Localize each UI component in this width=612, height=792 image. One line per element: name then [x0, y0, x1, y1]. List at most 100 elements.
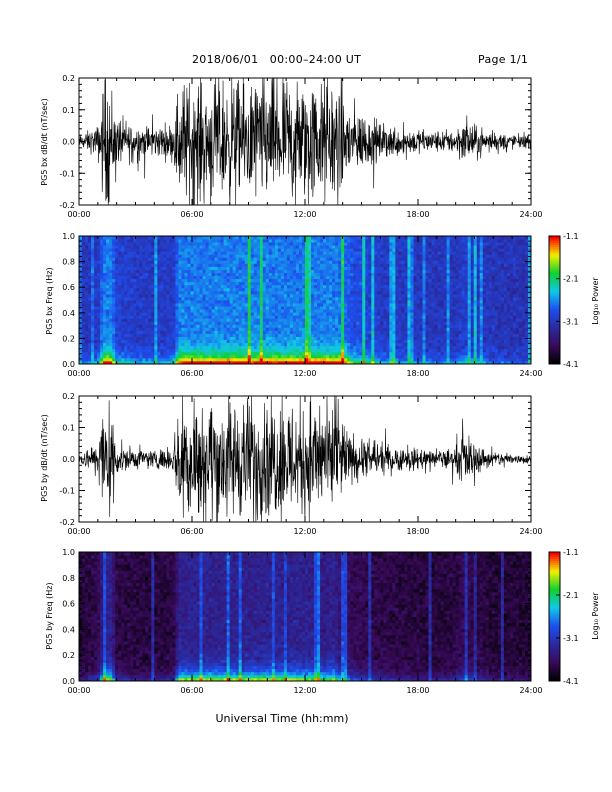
spectrogram-cell	[277, 324, 282, 328]
spectrogram-cell	[202, 309, 206, 313]
spectrogram-cell	[88, 348, 92, 353]
spectrogram-cell	[139, 290, 143, 295]
spectrogram-cell	[407, 236, 411, 240]
spectrogram-cell	[97, 309, 101, 313]
spectrogram-cell	[368, 327, 372, 331]
spectrogram-cell	[97, 290, 101, 295]
spectrogram-cell	[392, 236, 396, 240]
spectrogram-cell	[205, 300, 209, 304]
spectrogram-cell	[136, 260, 140, 264]
spectrogram-cell	[305, 254, 309, 258]
spectrogram-cell	[323, 333, 327, 337]
spectrogram-cell	[425, 257, 429, 261]
spectrogram-cell	[133, 318, 137, 322]
spectrogram-cell	[172, 345, 176, 350]
spectrogram-cell	[202, 303, 206, 307]
spectrogram-cell	[359, 342, 363, 347]
spectrogram-cell	[133, 360, 137, 365]
spectrogram-cell	[407, 342, 411, 347]
spectrogram-cell	[208, 260, 212, 264]
spectrogram-cell	[127, 360, 131, 365]
spectrogram-cell	[229, 318, 234, 322]
spectrogram-cell	[253, 254, 258, 258]
spectrogram-cell	[362, 315, 366, 319]
spectrogram-cell	[241, 351, 246, 356]
spectrogram-cell	[347, 300, 351, 304]
spectrogram-cell	[386, 336, 390, 341]
spectrogram-cell	[371, 303, 375, 307]
spectrogram-cell	[305, 318, 309, 322]
spectrogram-cell	[136, 236, 140, 240]
spectrogram-cell	[380, 342, 384, 347]
spectrogram-cell	[157, 345, 161, 350]
spectrogram-cell	[157, 324, 161, 328]
spectrogram-cell	[193, 242, 197, 246]
spectrogram-cell	[320, 330, 324, 334]
spectrogram-cell	[94, 248, 98, 252]
spectrogram-cell	[229, 309, 234, 313]
spectrogram-cell	[151, 278, 155, 283]
spectrogram-cell	[91, 354, 95, 359]
spectrogram-cell	[262, 248, 267, 252]
spectrogram-cell	[265, 260, 270, 264]
spectrogram-cell	[323, 281, 327, 286]
spectrogram-cell	[238, 263, 243, 267]
spectrogram-cell	[292, 342, 297, 347]
spectrogram-cell	[295, 330, 300, 334]
spectrogram-cell	[187, 236, 191, 240]
spectrogram-cell	[175, 339, 179, 344]
spectrogram-cell	[217, 315, 222, 319]
spectrogram-cell	[280, 281, 285, 286]
spectrogram-cell	[202, 296, 206, 301]
spectrogram-cell	[323, 296, 327, 301]
spectrogram-cell	[368, 345, 372, 350]
spectrogram-cell	[353, 306, 357, 310]
spectrogram-cell	[326, 342, 330, 347]
spectrogram-cell	[145, 269, 149, 273]
spectrogram-cell	[181, 272, 185, 277]
spectrogram-cell	[247, 263, 252, 267]
spectrogram-cell	[217, 266, 222, 270]
spectrogram-cell	[308, 315, 312, 319]
spectrogram-cell	[404, 324, 408, 328]
spectrogram-cell	[268, 245, 273, 249]
spectrogram-cell	[193, 266, 197, 270]
spectrogram-cell	[100, 251, 104, 255]
spectrogram-cell	[341, 278, 345, 283]
spectrogram-cell	[157, 336, 161, 341]
spectrogram-cell	[262, 269, 267, 273]
y-tick-label: 0.1	[62, 106, 75, 115]
spectrogram-cell	[190, 284, 194, 289]
spectrogram-cell	[133, 312, 137, 316]
spectrogram-cell	[217, 281, 222, 286]
spectrogram-cell	[253, 236, 258, 240]
spectrogram-cell	[226, 239, 231, 243]
spectrogram-cell	[389, 348, 393, 353]
spectrogram-cell	[286, 242, 291, 246]
spectrogram-cell	[112, 269, 116, 273]
spectrogram-cell	[283, 287, 288, 292]
spectrogram-cell	[115, 321, 119, 325]
spectrogram-cell	[401, 342, 405, 347]
spectrogram-cell	[256, 245, 261, 249]
spectrogram-cell	[172, 327, 176, 331]
spectrogram-cell	[350, 284, 354, 289]
spectrogram-cell	[208, 254, 212, 258]
spectrogram-cell	[277, 345, 282, 350]
spectrogram-cell	[280, 254, 285, 258]
spectrogram-cell	[109, 345, 113, 350]
spectrogram-cell	[326, 318, 330, 322]
spectrogram-cell	[103, 245, 107, 249]
spectrogram-cell	[217, 318, 222, 322]
spectrogram-cell	[298, 318, 303, 322]
spectrogram-cell	[392, 339, 396, 344]
spectrogram-cell	[365, 239, 369, 243]
spectrogram-cell	[154, 248, 158, 252]
spectrogram-cell	[389, 278, 393, 283]
spectrogram-cell	[392, 293, 396, 298]
spectrogram-cell	[404, 321, 408, 325]
spectrogram-cell	[106, 251, 110, 255]
spectrogram-cell	[208, 284, 212, 289]
spectrogram-cell	[127, 330, 131, 334]
spectrogram-cell	[386, 242, 390, 246]
